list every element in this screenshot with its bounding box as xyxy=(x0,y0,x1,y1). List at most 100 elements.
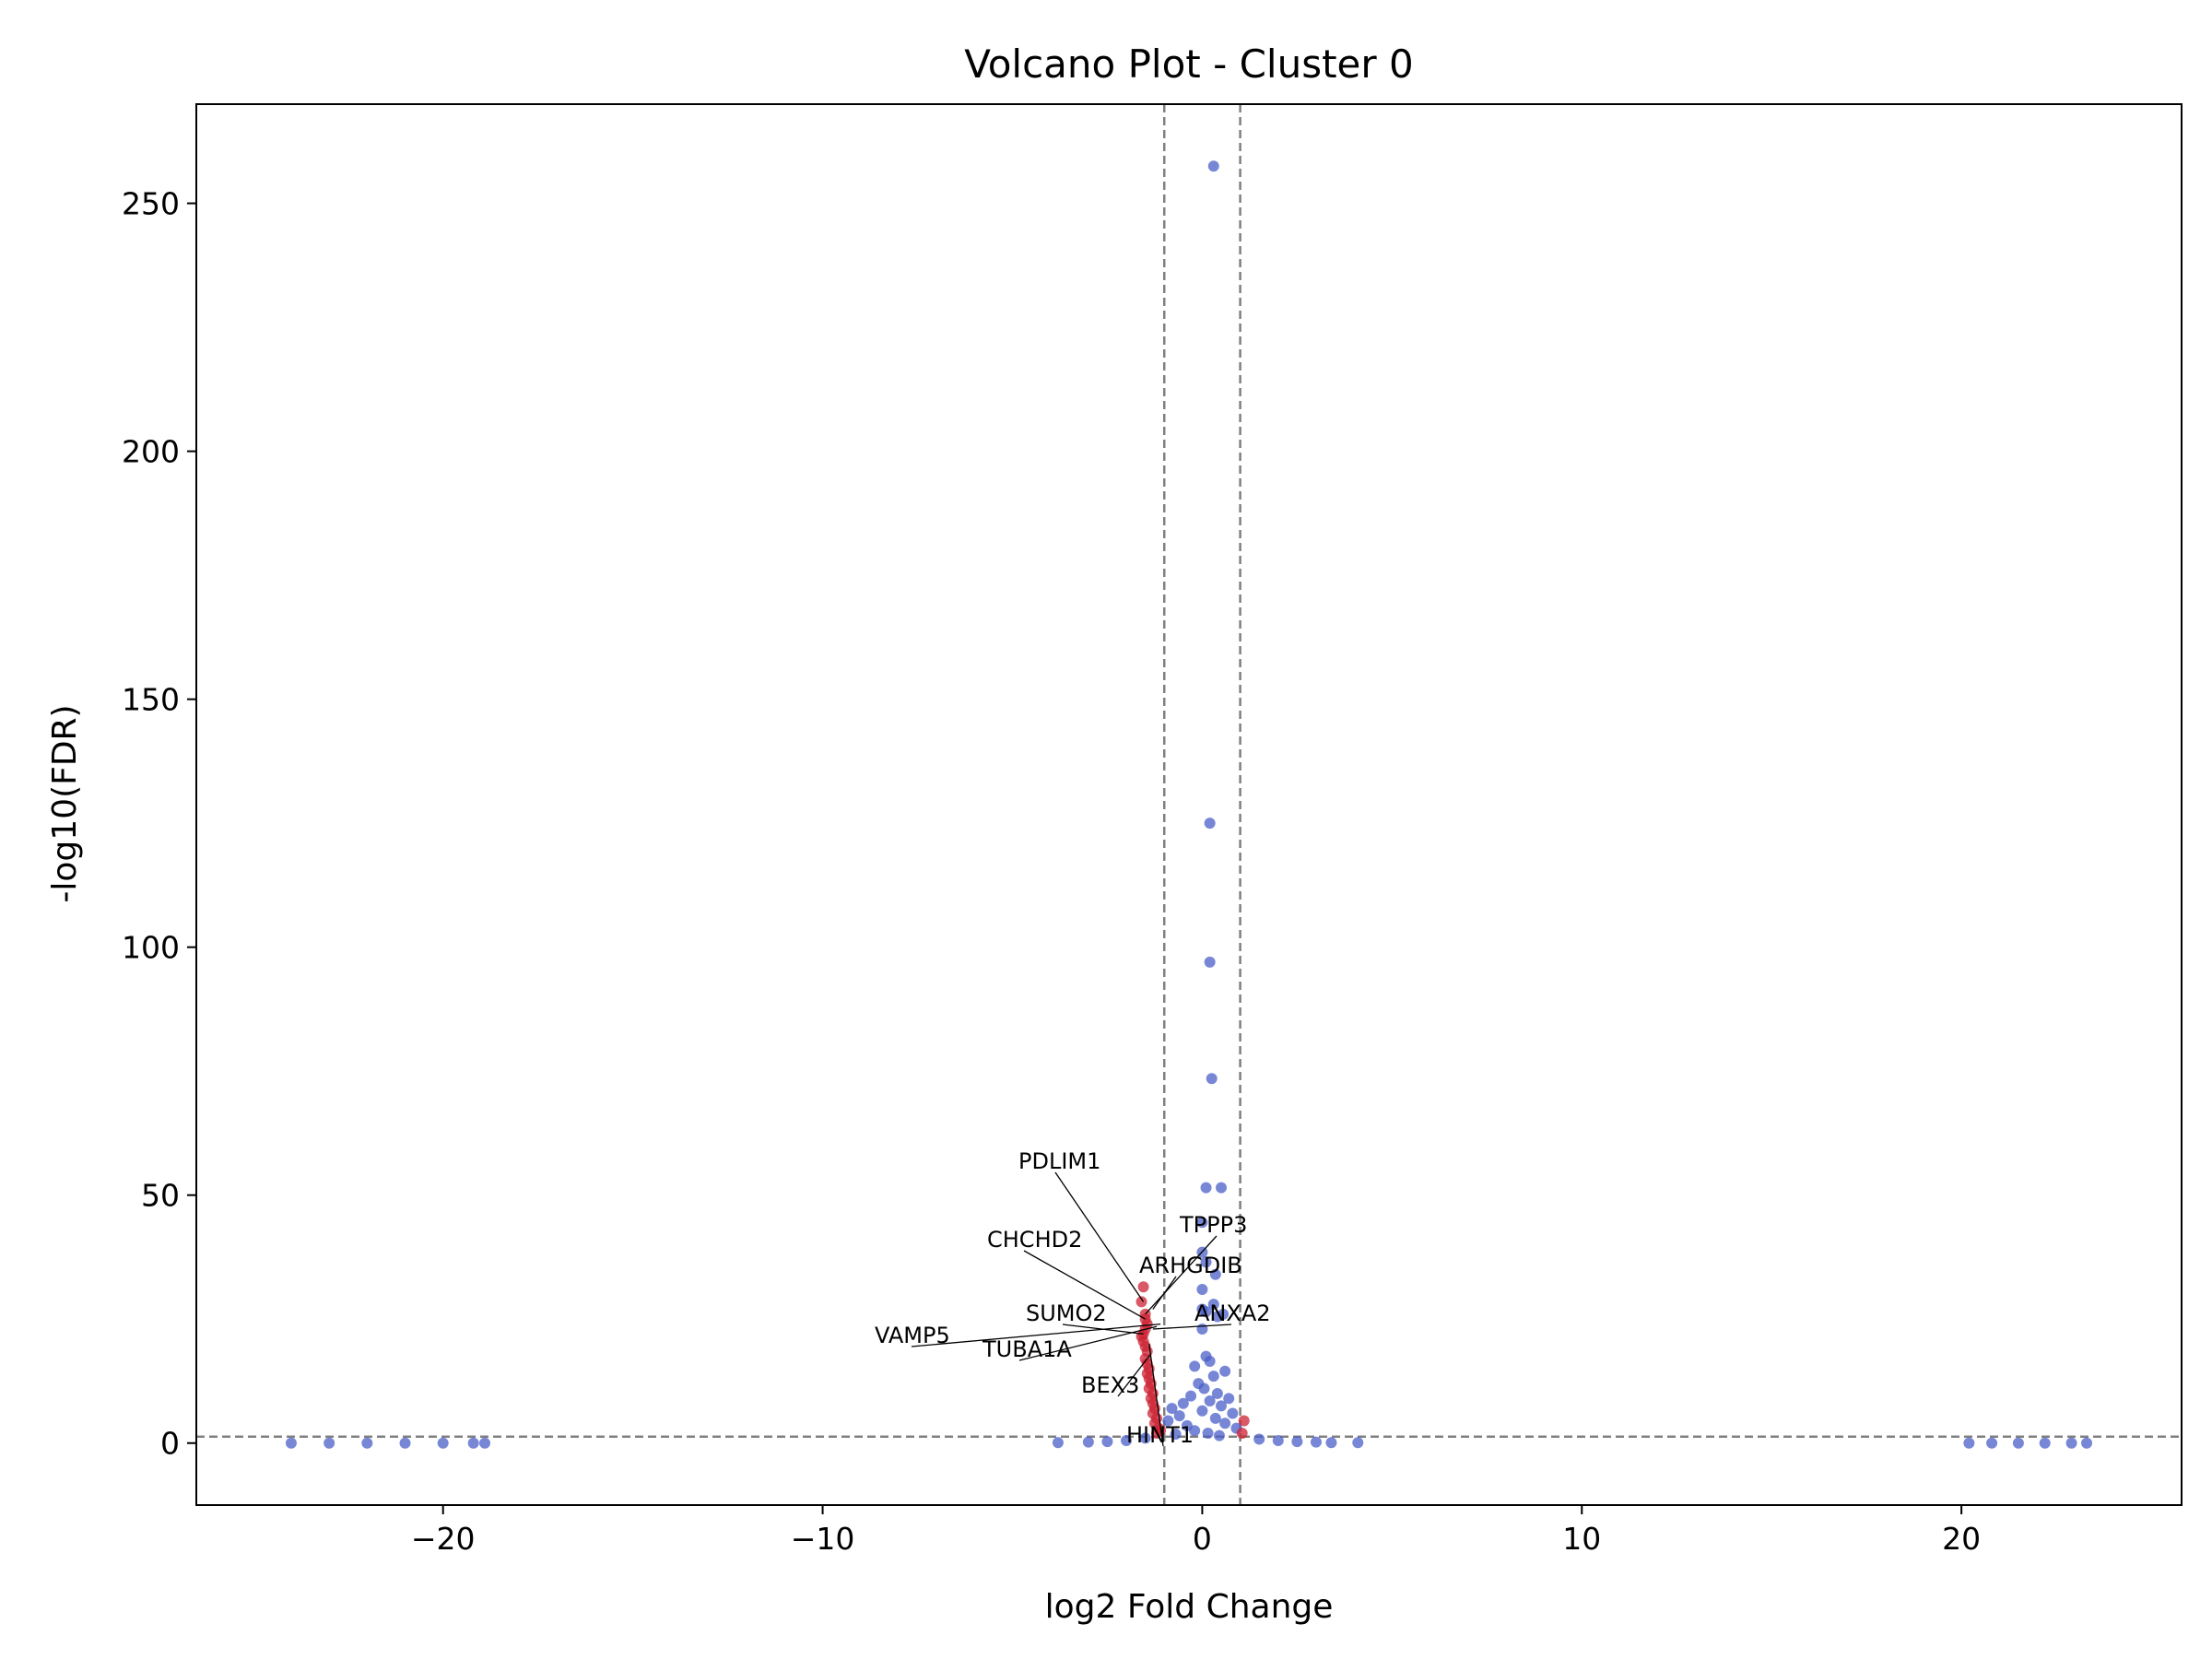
data-point xyxy=(1207,160,1219,172)
annotation-connector xyxy=(1117,1353,1152,1397)
annotation-connector xyxy=(1023,1250,1146,1320)
data-point xyxy=(1170,1429,1182,1441)
data-point xyxy=(361,1437,373,1449)
data-point xyxy=(1272,1435,1284,1447)
y-tick-label: 100 xyxy=(122,930,180,966)
gene-annotations: PDLIM1 TPPP3 CHCHD2 ARHGDIB SUMO2 ANXA2 VAMP5 T… xyxy=(875,1148,1271,1448)
data-point xyxy=(1200,1306,1212,1318)
data-point xyxy=(1253,1433,1265,1445)
x-tick-label: −20 xyxy=(411,1521,476,1557)
data-point xyxy=(399,1437,411,1449)
y-tick-label: 200 xyxy=(122,434,180,470)
data-point xyxy=(285,1437,297,1449)
gene-label: TUBA1A xyxy=(982,1336,1072,1362)
gene-label: ANXA2 xyxy=(1194,1300,1271,1326)
data-point xyxy=(1189,1360,1201,1372)
data-point xyxy=(1223,1393,1235,1405)
data-point xyxy=(1216,1400,1228,1412)
gene-label: ARHGDIB xyxy=(1139,1253,1242,1278)
gene-label: PDLIM1 xyxy=(1018,1148,1100,1174)
data-point xyxy=(479,1437,491,1449)
data-point xyxy=(2039,1437,2051,1449)
gene-label: BEX3 xyxy=(1081,1372,1139,1398)
data-point xyxy=(2012,1437,2024,1449)
data-point xyxy=(467,1437,479,1449)
data-point xyxy=(1325,1437,1337,1449)
data-point xyxy=(1236,1427,1248,1439)
gene-label: SUMO2 xyxy=(1026,1300,1107,1326)
data-point xyxy=(1986,1437,1998,1449)
data-point xyxy=(2081,1437,2093,1449)
data-point xyxy=(324,1437,335,1449)
data-point xyxy=(1173,1410,1185,1422)
data-point xyxy=(1209,1268,1221,1280)
data-point xyxy=(1202,1427,1214,1439)
data-point xyxy=(1139,1432,1151,1444)
data-point xyxy=(1150,1427,1162,1439)
data-point xyxy=(1352,1437,1364,1449)
data-point xyxy=(1185,1390,1197,1402)
annotation-connector xyxy=(1018,1325,1158,1361)
y-axis-label: -log10(FDR) xyxy=(46,704,84,902)
annotation-connector xyxy=(1152,1276,1177,1310)
data-point xyxy=(1204,818,1216,830)
data-point xyxy=(1209,1412,1221,1424)
data-point xyxy=(1052,1437,1064,1449)
data-point xyxy=(1196,1283,1208,1295)
data-point xyxy=(1227,1407,1239,1419)
data-point xyxy=(1213,1430,1225,1441)
x-tick-label: −10 xyxy=(791,1521,855,1557)
x-axis-label: log2 Fold Change xyxy=(1045,1588,1334,1626)
data-point xyxy=(1310,1436,1322,1448)
gene-label: HINT1 xyxy=(1126,1422,1194,1448)
data-point xyxy=(1238,1415,1250,1427)
data-point xyxy=(1137,1281,1149,1293)
data-point xyxy=(1204,1355,1216,1367)
data-point xyxy=(1177,1397,1189,1409)
gene-label: CHCHD2 xyxy=(987,1227,1082,1253)
data-point xyxy=(1206,1073,1218,1085)
x-tick-label: 0 xyxy=(1193,1521,1212,1557)
data-point xyxy=(2065,1437,2077,1449)
data-point xyxy=(1082,1436,1094,1448)
annotation-connector xyxy=(911,1323,1161,1347)
data-point xyxy=(1200,1256,1212,1268)
data-point xyxy=(1189,1425,1201,1437)
data-point xyxy=(1166,1403,1178,1415)
gene-label: VAMP5 xyxy=(875,1323,950,1348)
data-point xyxy=(1207,1299,1219,1311)
data-point xyxy=(1219,1418,1231,1430)
data-point xyxy=(1216,1182,1228,1194)
y-tick-label: 150 xyxy=(122,682,180,718)
data-point xyxy=(1200,1182,1212,1194)
data-point xyxy=(1211,1311,1223,1323)
y-tick-label: 250 xyxy=(122,186,180,222)
annotation-connector xyxy=(1152,1324,1232,1330)
data-point xyxy=(1135,1296,1147,1308)
chart-title: Volcano Plot - Cluster 0 xyxy=(964,41,1414,87)
data-point xyxy=(1196,1405,1208,1417)
data-point xyxy=(1211,1387,1223,1399)
data-point xyxy=(1963,1437,1975,1449)
threshold-lines xyxy=(196,104,2182,1505)
data-point xyxy=(1207,1371,1219,1382)
data-point xyxy=(1291,1436,1303,1448)
annotation-connector xyxy=(1054,1171,1145,1302)
y-tick-label: 0 xyxy=(160,1426,180,1462)
data-point xyxy=(1204,956,1216,968)
gene-label: TPPP3 xyxy=(1179,1212,1247,1238)
annotation-connector xyxy=(1145,1235,1218,1315)
plot-background xyxy=(196,104,2182,1505)
x-tick-label: 20 xyxy=(1942,1521,1981,1557)
data-point xyxy=(1198,1382,1210,1394)
data-point xyxy=(1204,1395,1216,1407)
plot-frame xyxy=(195,103,2183,1506)
data-point xyxy=(1101,1436,1113,1448)
data-point xyxy=(437,1437,449,1449)
data-point xyxy=(1162,1415,1174,1427)
annotation-connector xyxy=(1148,1344,1164,1447)
y-tick-label: 50 xyxy=(141,1178,180,1214)
x-tick-label: 10 xyxy=(1562,1521,1601,1557)
